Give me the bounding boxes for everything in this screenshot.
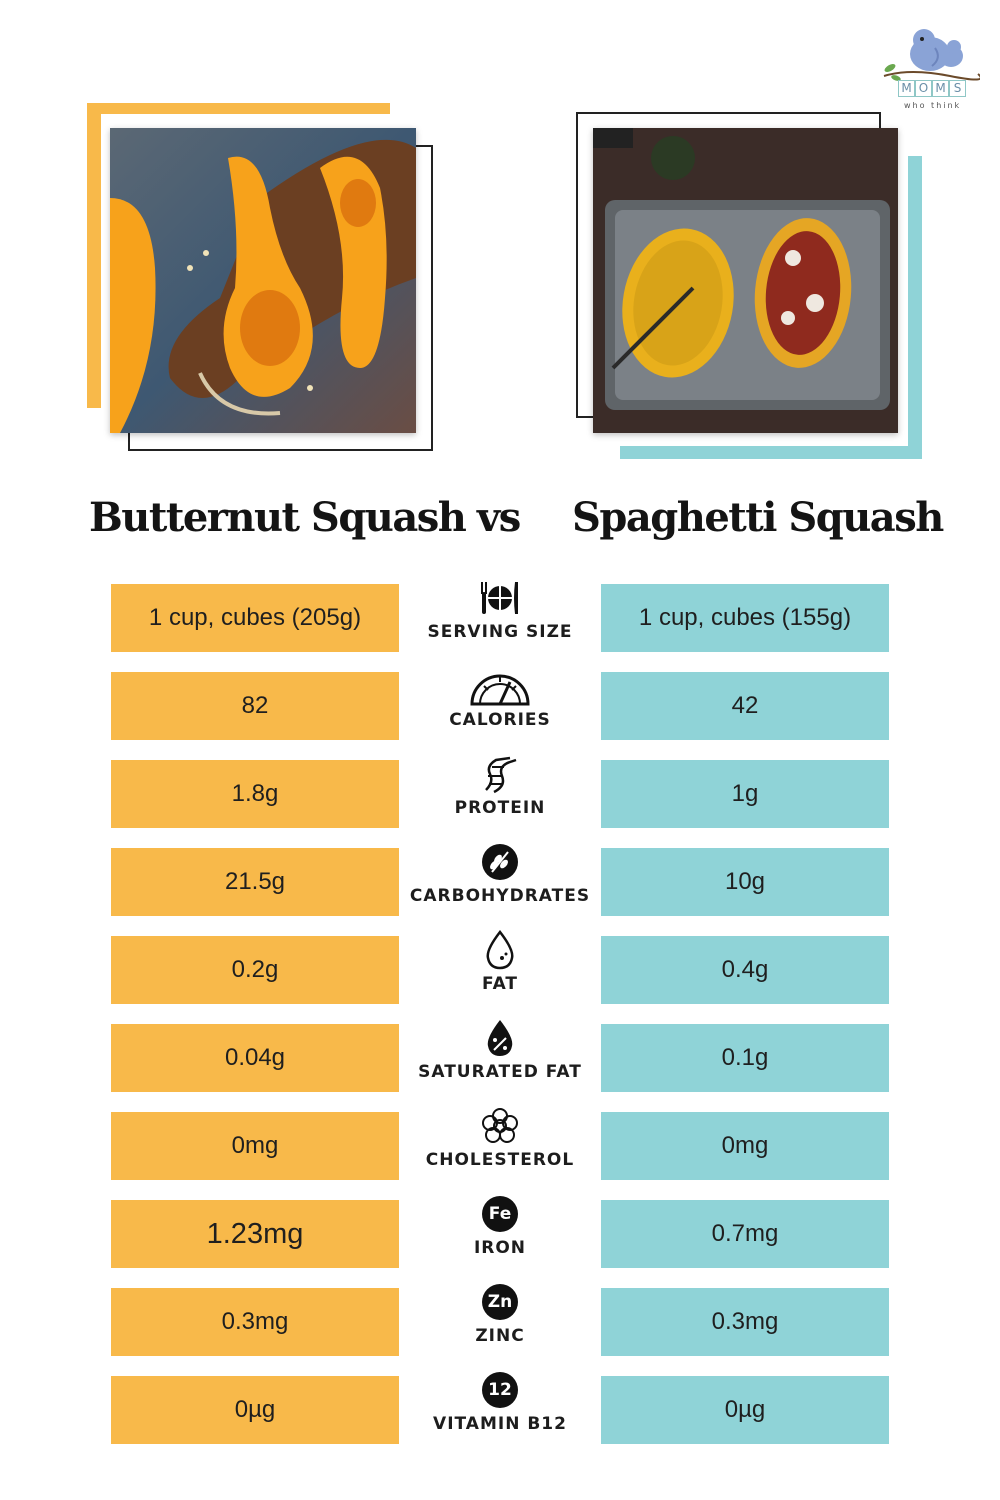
spaghetti-value: 0µg xyxy=(601,1376,889,1444)
nutrient-label: PROTEIN xyxy=(454,798,546,818)
vs-label: vs xyxy=(477,494,521,541)
percent-drop-icon xyxy=(480,1018,520,1058)
nutrient-label: CALORIES xyxy=(449,710,551,730)
spaghetti-value: 0.4g xyxy=(601,936,889,1004)
drop-icon xyxy=(480,929,520,970)
logo-subtitle: who think xyxy=(904,101,962,110)
nutrient-row-carbohydrates: 21.5g CARBOHYDRATES 10g xyxy=(0,844,1000,918)
dna-icon xyxy=(480,754,520,794)
butternut-accent-bar xyxy=(87,103,101,408)
nutrient-row-cholesterol: 0mg CHOLESTEROL 0mg xyxy=(0,1108,1000,1182)
butternut-value: 0mg xyxy=(111,1112,399,1180)
butternut-value: 21.5g xyxy=(111,848,399,916)
logo-letter: M xyxy=(898,80,915,97)
spaghetti-value: 0.7mg xyxy=(601,1200,889,1268)
spaghetti-value: 1 cup, cubes (155g) xyxy=(601,584,889,652)
nutrient-label: CHOLESTEROL xyxy=(425,1150,575,1170)
moms-who-think-logo: M O M S who think xyxy=(880,18,980,118)
iron-badge-icon: Fe xyxy=(480,1194,520,1234)
spaghetti-value: 0mg xyxy=(601,1112,889,1180)
badge-text: 12 xyxy=(482,1372,518,1408)
spaghetti-value: 0.1g xyxy=(601,1024,889,1092)
spaghetti-title: Spaghetti Squash xyxy=(572,494,944,541)
butternut-squash-photo xyxy=(110,128,416,433)
nutrient-label: FAT xyxy=(481,974,519,994)
badge-text: Zn xyxy=(482,1284,518,1320)
nutrient-label: ZINC xyxy=(475,1326,525,1346)
gauge-icon xyxy=(468,666,532,706)
nutrient-label: SERVING SIZE xyxy=(427,622,573,642)
spaghetti-accent-bar xyxy=(620,446,922,459)
zinc-badge-icon: Zn xyxy=(480,1282,520,1322)
logo-letter: O xyxy=(915,80,932,97)
spaghetti-value: 1g xyxy=(601,760,889,828)
nutrient-label: VITAMIN B12 xyxy=(433,1414,567,1434)
nutrient-label: CARBOHYDRATES xyxy=(409,886,591,906)
spaghetti-value: 10g xyxy=(601,848,889,916)
spaghetti-value: 0.3mg xyxy=(601,1288,889,1356)
logo-letter: M xyxy=(932,80,949,97)
butternut-accent-bar xyxy=(87,103,390,114)
butternut-value: 1.8g xyxy=(111,760,399,828)
nutrient-row-calories: 82 CALORIES 42 xyxy=(0,672,1000,742)
badge-text: Fe xyxy=(482,1196,518,1232)
butternut-value: 1 cup, cubes (205g) xyxy=(111,584,399,652)
nutrient-label: SATURATED FAT xyxy=(418,1062,582,1082)
butternut-value: 0µg xyxy=(111,1376,399,1444)
nutrient-row-zinc: 0.3mg Zn ZINC 0.3mg xyxy=(0,1284,1000,1358)
b12-badge-icon: 12 xyxy=(480,1370,520,1410)
spaghetti-value: 42 xyxy=(601,672,889,740)
butternut-title: Butternut Squash xyxy=(89,494,467,541)
cholesterol-icon xyxy=(480,1106,520,1146)
grain-icon xyxy=(480,842,520,882)
logo-letter: S xyxy=(949,80,966,97)
butternut-value: 0.04g xyxy=(111,1024,399,1092)
nutrient-row-protein: 1.8g PROTEIN 1g xyxy=(0,756,1000,830)
butternut-value: 0.3mg xyxy=(111,1288,399,1356)
nutrient-label: IRON xyxy=(473,1238,527,1258)
nutrient-row-vitamin-b12: 0µg 12 VITAMIN B12 0µg xyxy=(0,1372,1000,1446)
butternut-value: 1.23mg xyxy=(111,1200,399,1268)
nutrient-row-fat: 0.2g FAT 0.4g xyxy=(0,929,1000,1006)
butternut-value: 82 xyxy=(111,672,399,740)
spaghetti-squash-photo xyxy=(593,128,898,433)
butternut-value: 0.2g xyxy=(111,936,399,1004)
nutrient-row-iron: 1.23mg Fe IRON 0.7mg xyxy=(0,1196,1000,1270)
nutrient-row-saturated-fat: 0.04g SATURATED FAT 0.1g xyxy=(0,1020,1000,1094)
spaghetti-accent-bar xyxy=(908,156,922,459)
plate-cutlery-icon xyxy=(480,578,520,618)
nutrient-row-serving-size: 1 cup, cubes (205g) SERVING SIZE 1 cup, … xyxy=(0,582,1000,654)
